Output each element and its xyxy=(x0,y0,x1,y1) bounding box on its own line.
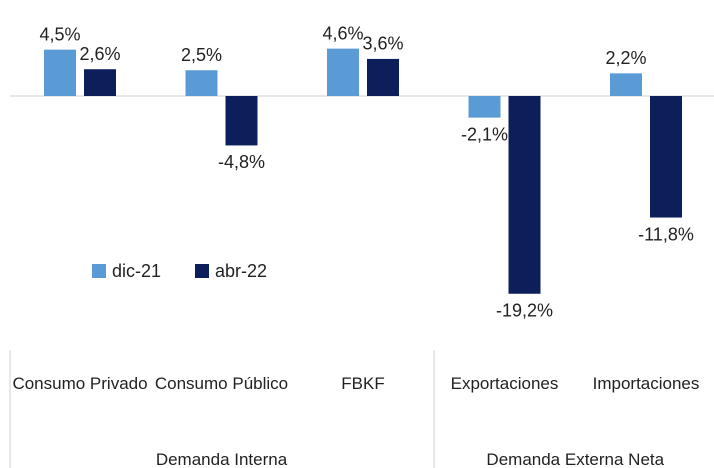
bar xyxy=(650,96,682,218)
bar xyxy=(185,70,218,96)
x-tick-label: FBKF xyxy=(341,374,385,393)
value-label: -2,1% xyxy=(461,124,508,144)
value-label: 2,6% xyxy=(79,44,120,64)
value-label: -11,8% xyxy=(638,224,694,244)
value-label: -19,2% xyxy=(496,301,553,321)
value-label: 3,6% xyxy=(362,34,403,54)
bar xyxy=(44,49,76,96)
x-tick-label: Importaciones xyxy=(592,374,700,393)
value-label: 4,6% xyxy=(322,23,363,43)
value-label: 2,2% xyxy=(605,48,646,68)
value-label: -4,8% xyxy=(218,152,265,172)
value-label: 4,5% xyxy=(39,24,80,44)
x-tick-label: Consumo Privado xyxy=(12,374,148,393)
legend-label: dic-21 xyxy=(112,261,161,281)
x-tick-label: Consumo Público xyxy=(154,374,289,393)
group-label: Demanda Interna xyxy=(155,450,288,468)
legend-swatch xyxy=(195,264,209,278)
bar xyxy=(468,96,501,118)
bar xyxy=(367,58,399,96)
value-label: 2,5% xyxy=(181,45,222,65)
legend-swatch xyxy=(92,264,106,278)
bar xyxy=(508,96,541,294)
bar xyxy=(84,69,116,96)
bar xyxy=(225,96,258,146)
legend-label: abr-22 xyxy=(215,261,267,281)
x-tick-label: Exportaciones xyxy=(450,374,559,393)
bar xyxy=(610,73,642,96)
group-label: Demanda Externa Neta xyxy=(486,450,665,468)
bar xyxy=(327,48,359,96)
